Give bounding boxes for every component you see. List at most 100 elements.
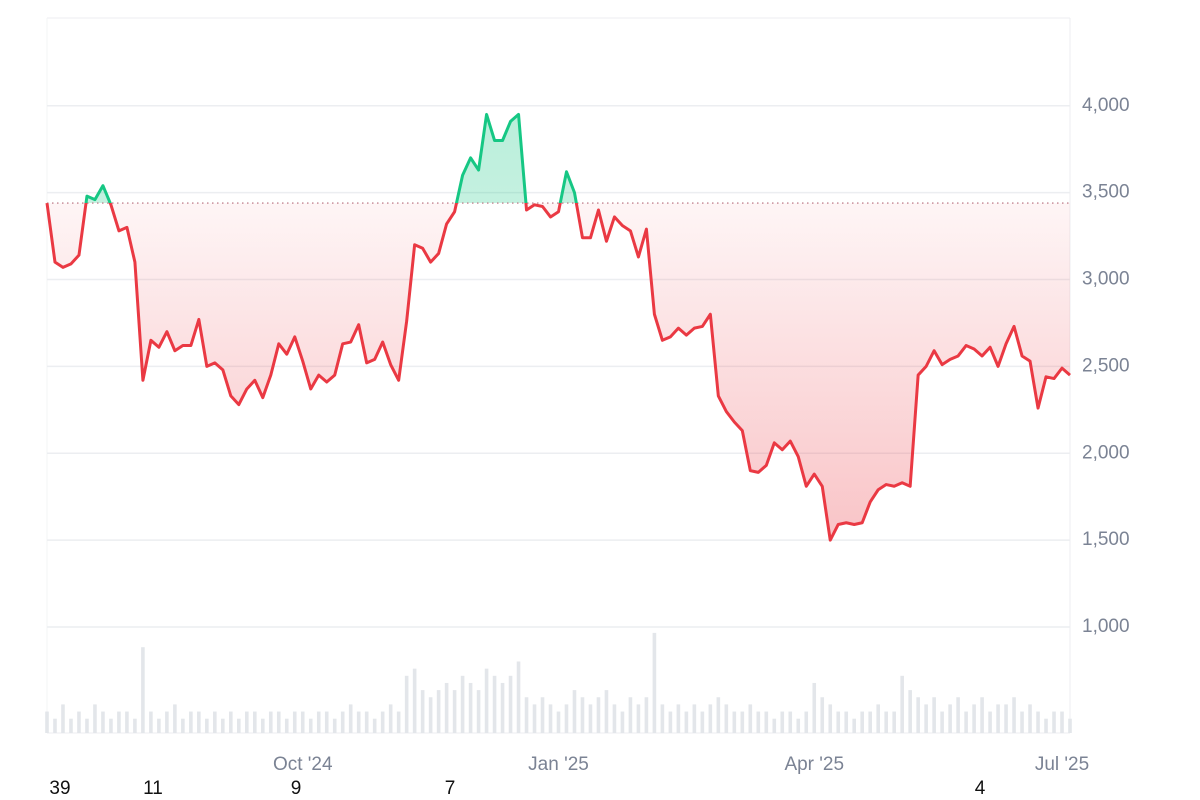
volume-bar [764,711,769,733]
bottom-label: 4 [975,778,986,799]
bottom-label: 9 [291,778,302,799]
volume-bar [197,711,201,733]
volume-bar [61,704,65,733]
volume-bar [796,718,801,733]
volume-bar [1060,711,1064,733]
volume-bar [205,718,209,733]
volume-bar [444,682,449,733]
volume-bar [820,697,825,733]
volume-bar [676,704,681,733]
volume-bar [1036,711,1040,733]
volume-bar [45,711,49,733]
volume-bar [181,718,185,733]
volume-bar [700,711,705,733]
volume-bar [932,697,936,733]
volume-bar [588,704,593,733]
volume-bar [916,697,920,733]
volume-bar [756,711,761,733]
volume-bar [1052,711,1056,733]
volume-bar [580,697,585,733]
volume-bar [53,718,57,733]
volume-bar [356,711,361,733]
bottom-label: 11 [143,778,163,799]
volume-bar [245,711,249,733]
y-tick-label: 3,000 [1082,269,1130,290]
volume-bar [988,711,992,733]
volume-bar [924,704,928,733]
volume-bar [324,711,329,733]
volume-bar [996,704,1000,733]
y-tick-label: 2,500 [1082,355,1130,376]
volume-bar [412,668,417,733]
volume-bar [237,718,241,733]
volume-bar [556,711,561,733]
volume-bar [716,697,721,733]
volume-bar [1028,704,1032,733]
volume-bar [420,690,425,733]
volume-bar [388,704,393,733]
volume-bar [900,675,904,733]
volume-bar [836,711,841,733]
volume-bar [460,675,465,733]
volume-bar [948,704,952,733]
volume-bar [532,704,537,733]
volume-bar [77,711,81,733]
volume-bar [189,711,193,733]
volume-bar [69,718,73,733]
volume-bar [141,647,145,733]
volume-bar [868,711,872,733]
volume-bar [157,718,161,733]
volume-bar [876,704,880,733]
volume-bar [260,718,265,733]
volume-bar [732,711,737,733]
price-area [47,114,1070,541]
volume-bar [652,632,657,733]
volume-bar [724,704,729,733]
volume-bar [788,711,793,733]
volume-bar [300,711,305,733]
volume-bar [964,711,968,733]
volume-bar [1068,718,1072,733]
volume-bar [908,690,912,733]
y-tick-label: 1,000 [1082,616,1130,637]
volume-bar [364,711,369,733]
volume-bar [372,718,377,733]
volume-bar [133,718,137,733]
volume-bar [484,668,489,733]
x-tick-label: Oct '24 [273,754,333,775]
volume-bar [1012,697,1016,733]
volume-bar [844,711,849,733]
volume-bar [292,711,297,733]
volume-bar [436,690,441,733]
y-tick-label: 4,000 [1082,95,1130,116]
volume-bar [748,704,753,733]
volume-bar [404,675,409,733]
volume-bar [524,697,529,733]
volume-bar [660,704,665,733]
volume-bar [476,690,481,733]
volume-bar [284,718,289,733]
volume-bar [740,711,745,733]
volume-bar [268,711,273,733]
volume-bar [956,697,960,733]
volume-bar [508,675,513,733]
volume-bar [101,711,105,733]
bottom-label: 39 [49,778,70,799]
volume-bar [828,704,833,733]
y-tick-label: 1,500 [1082,529,1130,550]
volume-bar [780,711,785,733]
volume-bar [620,711,625,733]
volume-bar [516,661,521,733]
x-tick-label: Jan '25 [528,754,589,775]
volume-bar [684,711,689,733]
volume-bar [221,718,225,733]
volume-bar [380,711,385,733]
volume-bar [852,718,857,733]
volume-bar [884,711,888,733]
volume-bar [612,704,617,733]
volume-bar [173,704,177,733]
volume-bar [772,718,777,733]
volume-bar [636,704,641,733]
volume-bar [548,704,553,733]
